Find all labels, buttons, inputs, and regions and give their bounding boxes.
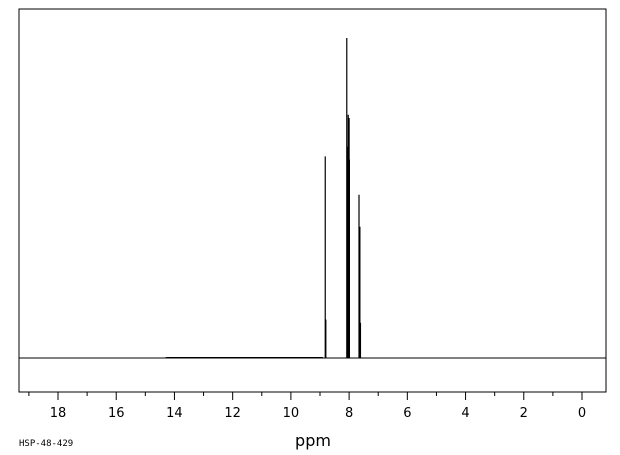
x-tick-label: 2 xyxy=(520,406,528,421)
x-tick-label: 14 xyxy=(166,406,183,421)
x-tick-label: 4 xyxy=(461,406,469,421)
x-tick-label: 10 xyxy=(283,406,300,421)
plot-frame xyxy=(18,8,607,393)
peaks xyxy=(165,38,362,358)
x-tick-label: 0 xyxy=(578,406,586,421)
x-tick-label: 8 xyxy=(345,406,353,421)
x-tick-label: 18 xyxy=(50,406,67,421)
x-tick-label: 6 xyxy=(403,406,411,421)
x-tick-label: 16 xyxy=(108,406,125,421)
minor-ticks xyxy=(28,392,554,396)
x-tick-labels: 18 16 14 12 10 8 6 4 2 0 xyxy=(50,406,586,421)
major-ticks xyxy=(57,392,583,400)
x-tick-label: 12 xyxy=(224,406,241,421)
sample-id-label: HSP-48-429 xyxy=(19,439,73,449)
x-axis-title: ppm xyxy=(295,431,331,450)
